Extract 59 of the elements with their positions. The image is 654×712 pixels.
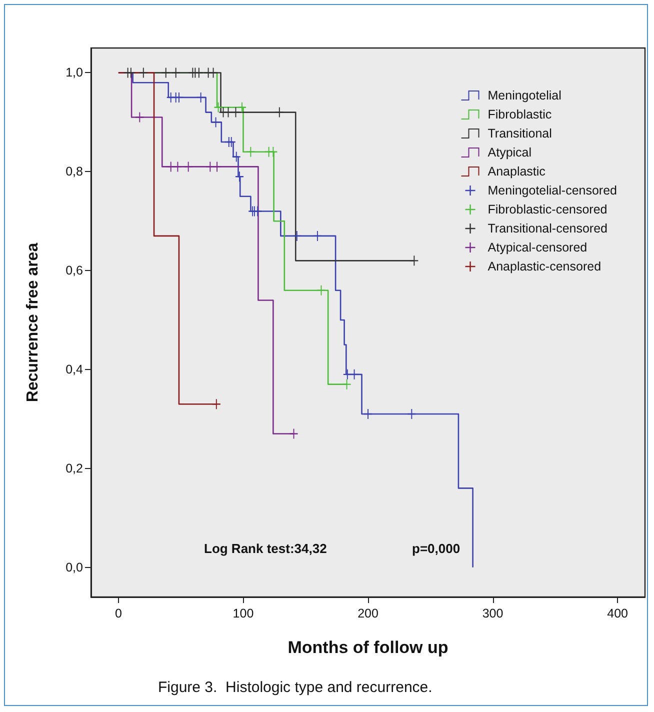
point [292,230,301,241]
point [269,146,278,157]
legend-label: Meningotelial [488,88,562,102]
point [206,162,214,172]
point [317,285,326,296]
point [162,68,170,78]
legend-label: Transitional-censored [488,222,608,236]
y-tick-label: 0,6 [66,264,84,278]
point [126,68,135,78]
point [350,369,358,380]
y-tick-label: 1,0 [66,66,84,80]
point [227,136,236,147]
y-tick-label: 0,2 [66,461,84,476]
point [313,230,322,241]
legend-label: Fibroblastic [488,108,552,122]
point [213,162,222,172]
point [172,68,180,78]
point [139,68,148,78]
caption: Figure 3. Histologic type and recurrence. [158,679,432,696]
point [342,379,351,390]
legend-label: Atypical-censored [488,240,588,254]
annotation: p=0,000 [412,541,460,556]
point [174,162,182,172]
x-axis-title: Months of follow up [288,638,448,657]
legend-label: Atypical [488,146,532,160]
point [232,107,240,118]
point [246,146,255,157]
point [275,107,284,118]
y-tick-label: 0,0 [66,560,84,574]
point [238,102,246,112]
y-tick-label: 0,8 [66,164,84,179]
x-tick-label: 200 [358,606,378,620]
point [166,162,175,172]
x-tick-label: 400 [607,606,628,620]
x-tick-label: 300 [482,606,504,620]
point [196,92,205,102]
point [408,409,416,419]
annotation: Log Rank test:34,32 [204,541,327,556]
point [209,68,218,78]
x-tick-label: 100 [232,606,254,620]
point [212,117,220,128]
point [364,409,372,419]
legend-label: Anaplastic [488,164,546,178]
point [410,256,418,266]
legend-label: Transitional [488,126,552,140]
y-tick-label: 0,4 [66,362,84,376]
point [290,428,298,439]
y-axis-title: Recurrence free area [24,242,42,402]
point [184,162,192,172]
point [232,152,240,162]
point [212,399,220,410]
point [136,112,144,122]
x-tick-label: 0 [114,606,122,620]
point [235,172,244,182]
legend-label: Fibroblastic-censored [488,202,608,216]
legend-label: Anaplastic-censored [488,260,602,274]
point [214,102,222,112]
legend-label: Meningotelial-censored [488,184,618,198]
point [174,92,183,102]
